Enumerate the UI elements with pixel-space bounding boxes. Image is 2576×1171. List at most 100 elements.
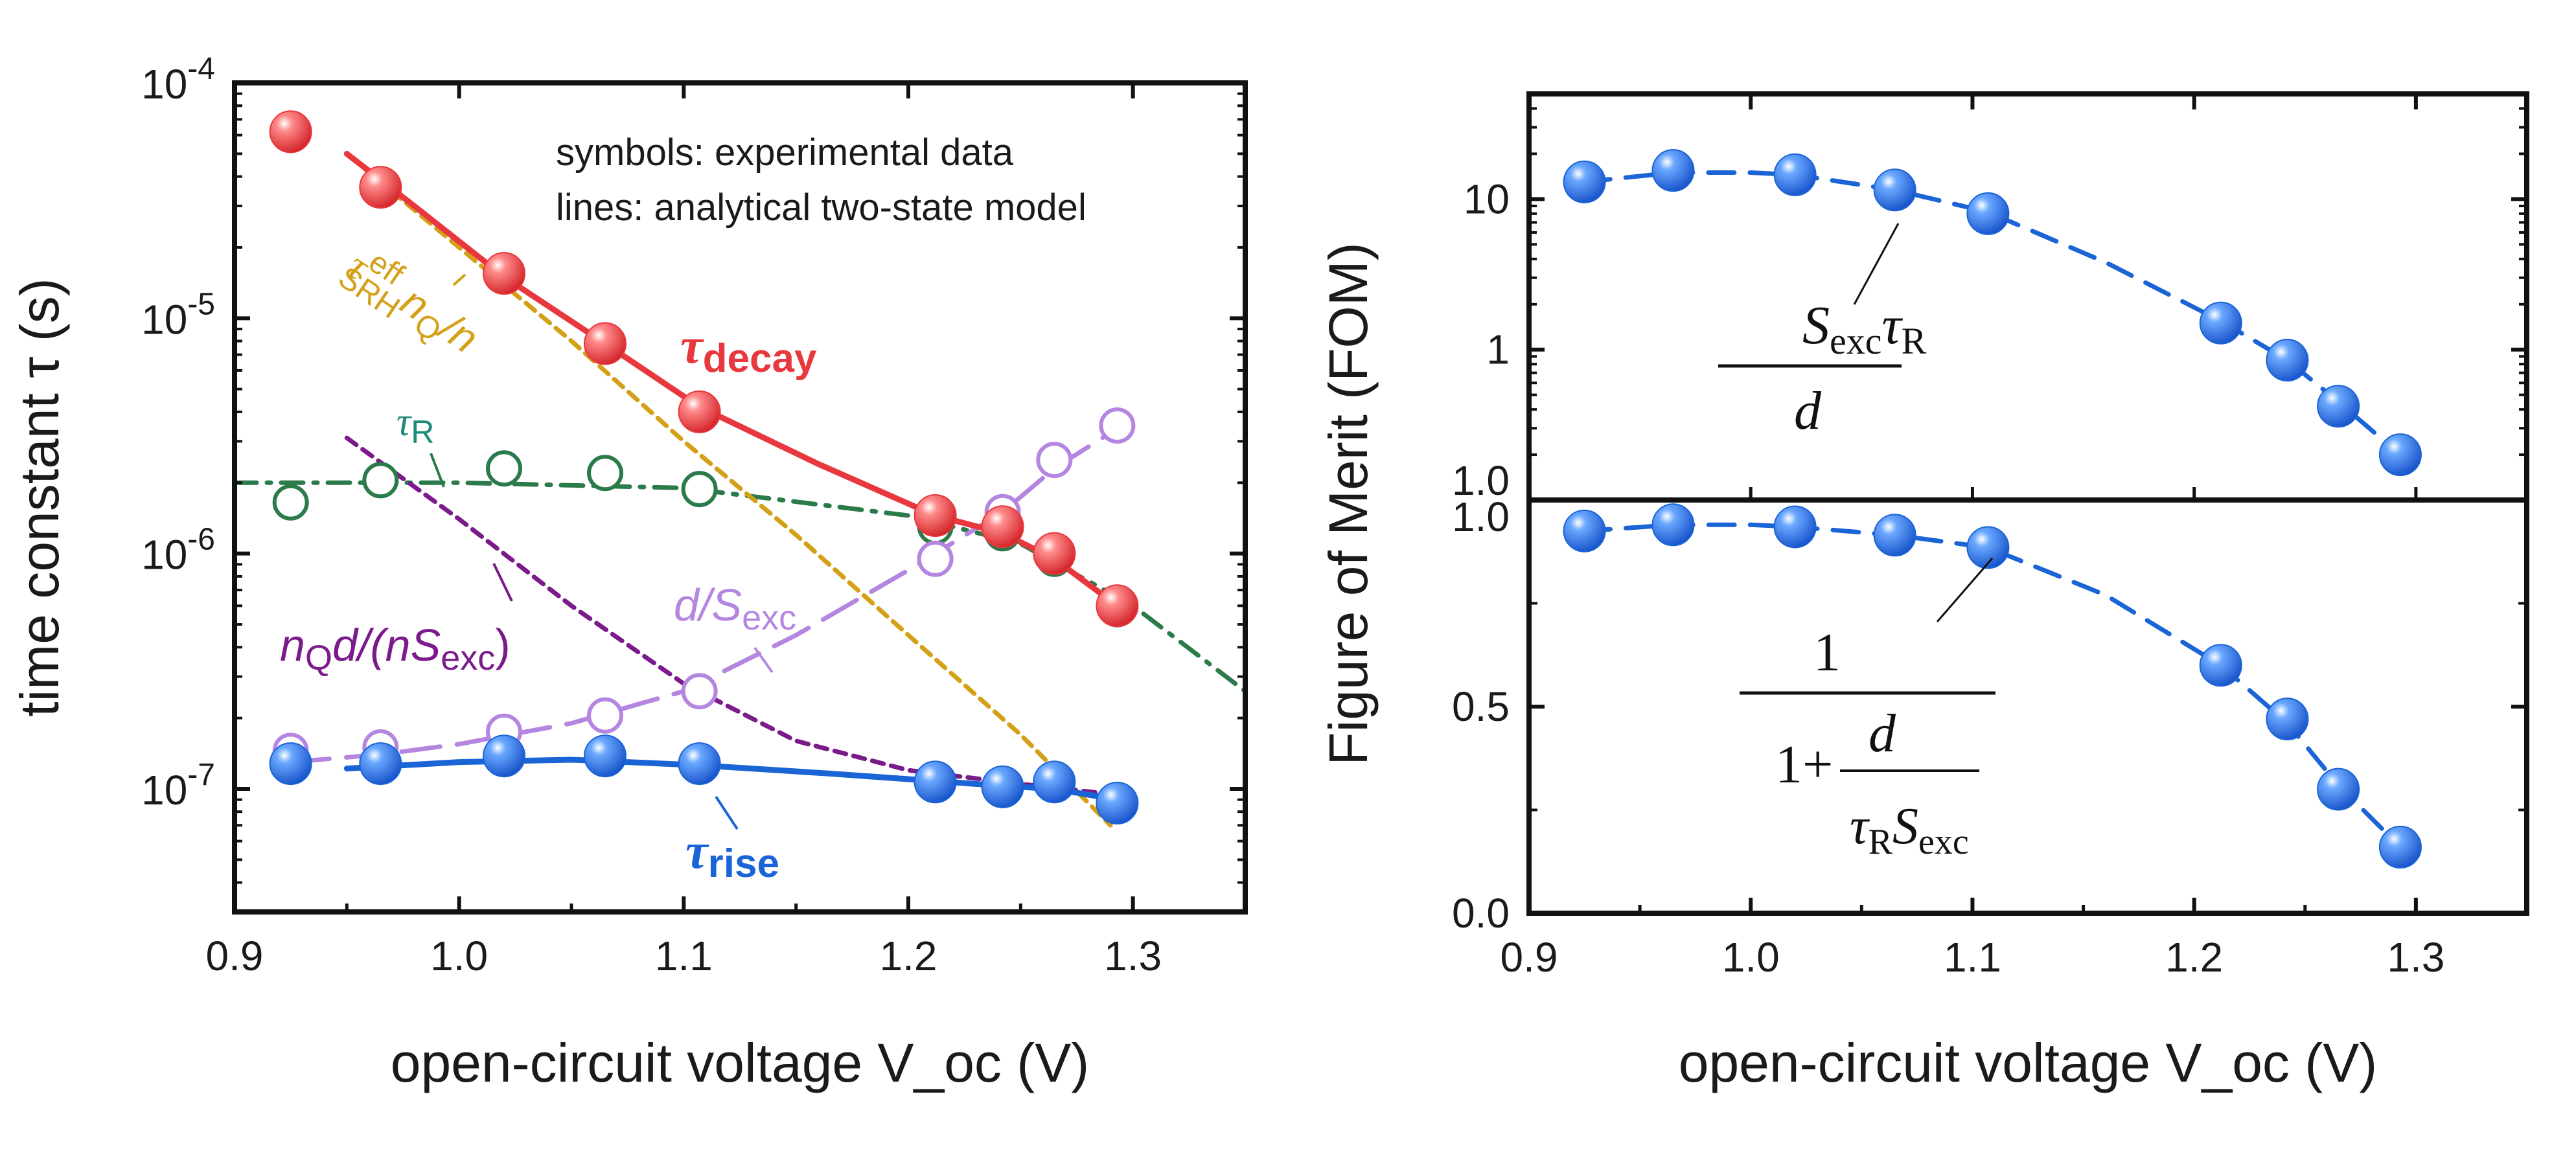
right-plot-frame <box>1526 91 2529 916</box>
left-xlabel: open-circuit voltage V_oc (V) <box>391 1032 1090 1093</box>
svg-text:τRSexc: τRSexc <box>1850 798 1969 862</box>
label-nq-sub1: Q <box>305 639 332 677</box>
label-nq-mid: d/(nS <box>332 620 441 670</box>
left-series-7-line-7 <box>288 426 1120 765</box>
formula-bottom-inner-b-sub: exc <box>1918 822 1969 862</box>
formula-top-num-b: τ <box>1882 295 1903 356</box>
left-series-0-point <box>359 166 402 209</box>
right-x-tick-label: 1.1 <box>1944 934 2001 981</box>
left-series-8-line-8 <box>344 151 1113 828</box>
label-d-sexc: d/Sexc <box>674 580 796 637</box>
right-x-tick-label: 1.3 <box>2387 934 2444 981</box>
right-ylabel: Figure of Merit (FOM) <box>1318 242 1379 765</box>
formula-top-den: d <box>1794 381 1822 441</box>
leader-formula-top <box>1853 223 1900 305</box>
formula-top-num-a-sub: exc <box>1830 320 1882 362</box>
leader-tau-rise <box>715 795 739 830</box>
label-tau-r: τR <box>397 400 434 450</box>
left-series-9-line-9 <box>344 435 1113 797</box>
left-series-6-point <box>917 540 954 577</box>
right-bottom-y-tick-label: 0.5 <box>1452 683 1510 730</box>
right-top-series-0-point <box>1563 160 1606 203</box>
left-series-2-point <box>269 742 312 786</box>
formula-top-num-b-sub: R <box>1902 320 1927 362</box>
left-series-2-point <box>359 742 402 786</box>
annotation-lines: lines: analytical two-state model <box>556 187 1087 229</box>
left-chart: 0.9 1.0 1.1 1.2 1.3 10-7 10-6 10-5 10-4 time con… <box>9 52 1248 1093</box>
left-series-4-point <box>587 455 623 492</box>
left-series-4-point <box>362 462 399 499</box>
left-series-0-point <box>914 494 957 538</box>
left-series-4-point <box>486 450 522 487</box>
label-nq-sub2: exc <box>441 639 495 677</box>
formula-bottom-inner-a: τ <box>1850 798 1870 855</box>
right-bottom-series-0-point <box>2378 825 2422 869</box>
left-x-tick-label: 1.2 <box>880 933 937 979</box>
label-nq-pre: n <box>280 620 305 670</box>
label-tau-decay-main: τ <box>680 317 704 374</box>
leader-formula-bottom <box>1936 558 1994 622</box>
leader-srh <box>452 273 466 286</box>
left-x-tick-label: 1.3 <box>1104 933 1162 979</box>
left-series-6-point <box>681 673 718 710</box>
left-y-tick-label: 10-5 <box>141 287 215 343</box>
leader-nq <box>492 563 513 602</box>
right-x-tick-label: 1.2 <box>2165 934 2223 981</box>
left-series-0-point <box>269 110 312 153</box>
right-top-y-tick-label: 1 <box>1486 326 1510 373</box>
svg-text:1+: 1+ <box>1775 734 1833 795</box>
formula-bottom-inner-a-sub: R <box>1869 822 1893 862</box>
left-ticks: 0.9 1.0 1.1 1.2 1.3 10-7 10-6 10-5 10-4 <box>141 52 1245 979</box>
left-series-6-point <box>1036 442 1073 479</box>
label-srh-tail2: /n <box>430 302 487 362</box>
leader-tau-r <box>430 453 445 488</box>
left-x-tick-label: 1.1 <box>655 933 713 979</box>
left-series-0-point <box>584 322 627 365</box>
right-bottom-series-0-point <box>2266 698 2309 741</box>
right-top-y-tick-label: 10 <box>1464 176 1510 222</box>
left-series-0-point <box>1096 584 1139 628</box>
right-top-series-1-line-1 <box>1582 170 2403 457</box>
left-x-tick-label: 1.0 <box>430 933 488 979</box>
right-top-series-0-point <box>1966 192 2010 235</box>
right-bottom-series-0-point <box>1651 503 1695 547</box>
right-top-series-0-point <box>1773 153 1817 196</box>
left-series-2-point <box>1096 781 1139 824</box>
svg-text:SexcτR: SexcτR <box>1802 295 1927 362</box>
right-x-tick-label: 0.9 <box>1501 934 1558 981</box>
right-bottom-y-tick-label: 1.0 <box>1452 494 1510 540</box>
left-series-4-point <box>272 484 309 521</box>
right-chart: 0.9 1.0 1.1 1.2 1.3 1 10 1.0 0.0 0.5 1.0 Figure of… <box>1318 91 2529 1093</box>
formula-bottom-inner-b: S <box>1892 798 1918 855</box>
formula-top-num-a: S <box>1802 295 1830 356</box>
formula-top: SexcτR d <box>1718 223 1927 441</box>
right-bottom-series-0-point <box>1773 505 1817 549</box>
label-tau-decay-sub: decay <box>703 336 817 381</box>
left-y-tick-label: 10-7 <box>141 758 215 813</box>
label-tau-rise-main: τ <box>685 823 709 879</box>
formula-bottom-inner-num: d <box>1869 703 1896 764</box>
right-bottom-series-1-line-1 <box>1582 522 2403 850</box>
label-tau-rise: τrise <box>685 823 779 886</box>
right-x-tick-label: 1.0 <box>1722 934 1780 981</box>
left-series-0-point <box>678 390 721 433</box>
right-bottom-series-0-point <box>2199 644 2242 687</box>
right-ticks: 0.9 1.0 1.1 1.2 1.3 1 10 1.0 0.0 0.5 1.0 <box>1452 93 2527 981</box>
left-y-tick-label: 10-4 <box>141 52 215 108</box>
formula-bottom-num: 1 <box>1813 622 1841 683</box>
right-bottom-series-0-point <box>1966 526 2010 569</box>
left-x-tick-label: 0.9 <box>206 933 264 979</box>
label-tau-r-sub: R <box>411 414 434 450</box>
left-y-tick-label: 10-6 <box>141 523 215 578</box>
left-series-6-point <box>1099 407 1136 444</box>
label-d-sexc-main: d/S <box>674 580 742 630</box>
left-series-2-point <box>981 765 1024 808</box>
left-series-2-point <box>1033 760 1076 804</box>
left-series-1-line-1 <box>343 150 1120 609</box>
right-top-y-tick-label-base: 1.0 <box>1452 457 1510 504</box>
right-top-series-0-point <box>1651 149 1695 192</box>
left-series-0-point <box>981 505 1024 549</box>
right-top-series-0-point <box>2378 433 2422 477</box>
left-plot-frame <box>232 80 1248 915</box>
